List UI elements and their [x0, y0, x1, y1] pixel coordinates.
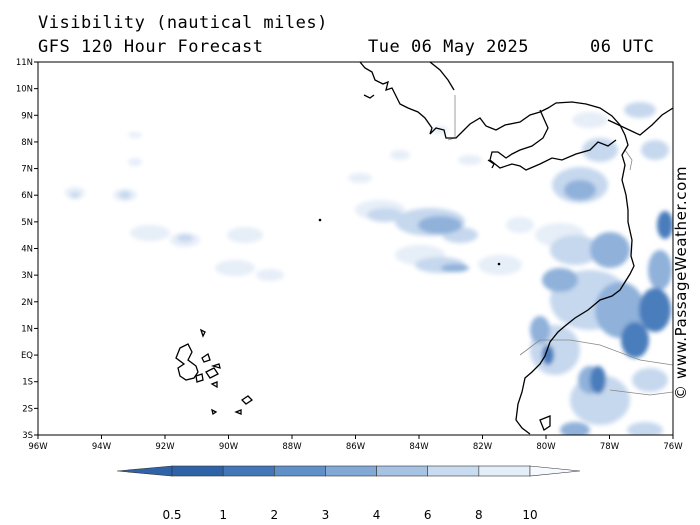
forecast-time: 06 UTC: [590, 37, 655, 57]
lon-tick-label: 90W: [219, 442, 239, 452]
lat-tick-label: 9N: [21, 111, 33, 121]
malpelo-island: [497, 262, 501, 266]
lat-tick-label: 8N: [21, 138, 33, 148]
cocos-island: [318, 218, 322, 222]
lon-tick-label: 84W: [409, 442, 429, 452]
legend-label: 2: [270, 508, 279, 522]
medium-haze-patches: [70, 102, 669, 435]
lat-tick-label: 3N: [21, 271, 33, 281]
light-haze-patches: [65, 112, 608, 281]
legend-label: 8: [475, 508, 483, 522]
lat-tick-label: 6N: [21, 191, 33, 201]
legend-swatch: [325, 465, 377, 477]
lon-tick-label: 78W: [600, 442, 620, 452]
lat-tick-label: 5N: [21, 218, 33, 228]
coastline: [175, 62, 673, 435]
lat-tick-label: 7N: [21, 165, 33, 175]
legend-swatch: [478, 465, 531, 477]
lon-tick-label: 96W: [28, 442, 48, 452]
lat-tick-label: 4N: [21, 245, 33, 255]
legend-swatch: [171, 465, 224, 477]
map-title: Visibility (nautical miles): [38, 13, 328, 33]
lat-tick-label: 1N: [21, 324, 33, 334]
lat-tick-label: EQ: [21, 351, 33, 361]
visibility-shading: [65, 102, 673, 435]
low-visibility-patches: [542, 211, 673, 394]
legend-label: 4: [372, 508, 381, 522]
forecast-label: GFS 120 Hour Forecast: [38, 37, 264, 57]
lat-tick-label: 10N: [16, 85, 33, 95]
legend-label: 6: [423, 508, 432, 522]
visibility-legend: [116, 465, 581, 477]
legend-arrow-high: [529, 465, 581, 477]
legend-swatch: [222, 465, 275, 477]
legend-label: 10: [522, 508, 538, 522]
legend-label: 3: [321, 508, 330, 522]
lon-tick-label: 88W: [282, 442, 302, 452]
legend-arrow-low: [116, 465, 173, 477]
lon-tick-label: 86W: [346, 442, 366, 452]
latitude-axis: 11N 10N 9N 8N 7N 6N 5N 4N 3N 2N 1N EQ 1S 2S 3S: [16, 58, 38, 441]
lat-tick-label: 1S: [22, 378, 33, 388]
lat-tick-label: 11N: [16, 58, 33, 68]
legend-label: 0.5: [162, 508, 182, 522]
legend-swatch: [427, 465, 480, 477]
forecast-date: Tue 06 May 2025: [368, 37, 530, 57]
lon-tick-label: 94W: [92, 442, 112, 452]
lon-tick-label: 92W: [155, 442, 175, 452]
lon-tick-label: 80W: [536, 442, 556, 452]
lat-tick-label: 2S: [22, 404, 33, 414]
lon-tick-label: 76W: [663, 442, 683, 452]
lat-tick-label: 3S: [22, 431, 33, 441]
legend-swatch: [273, 465, 326, 477]
credit-text: © www.PassageWeather.com: [672, 165, 690, 400]
longitude-axis: 96W 94W 92W 90W 88W 86W 84W 82W 80W 78W 76W: [28, 435, 683, 452]
lon-tick-label: 82W: [473, 442, 493, 452]
lat-tick-label: 2N: [21, 298, 33, 308]
legend-swatch: [376, 465, 429, 477]
legend-label: 1: [219, 508, 227, 522]
